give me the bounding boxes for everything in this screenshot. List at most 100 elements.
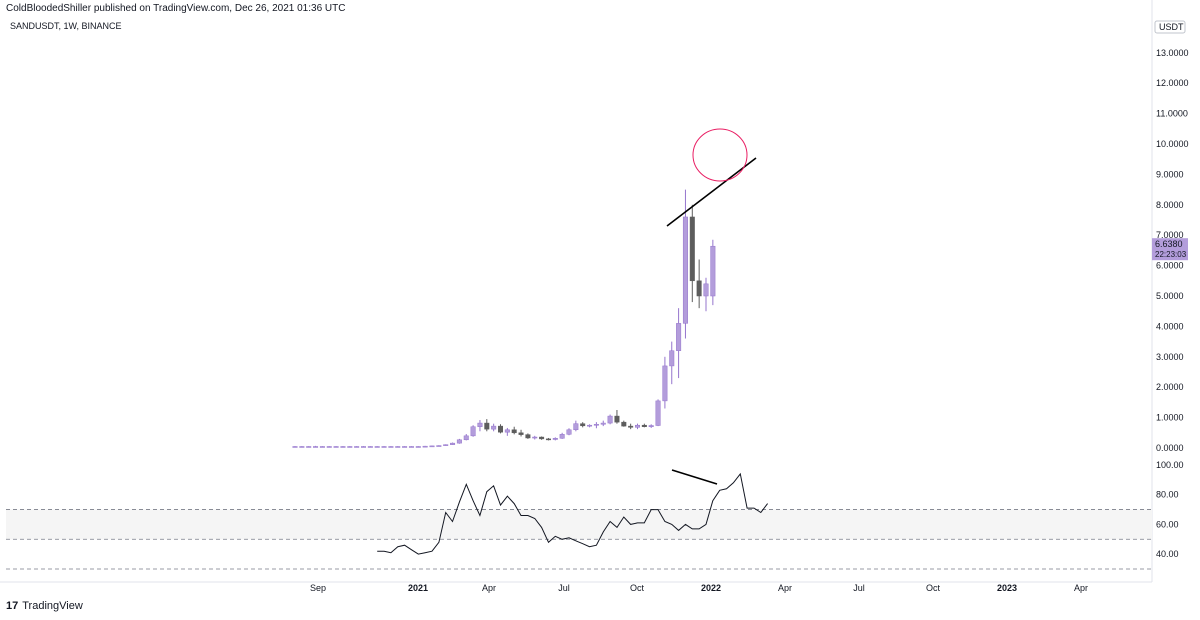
candle-body xyxy=(306,446,312,448)
candle-body xyxy=(559,434,565,439)
price-axis-tick-label: 2.0000 xyxy=(1156,382,1184,392)
candle-body xyxy=(463,435,469,441)
candle-body xyxy=(361,446,366,448)
price-axis-tick-label: 8.0000 xyxy=(1156,200,1184,210)
trendline-annotation xyxy=(666,157,757,227)
published-line: ColdBloodedShiller published on TradingV… xyxy=(6,3,346,14)
time-axis-tick-label: Oct xyxy=(630,583,645,593)
candle-body xyxy=(669,350,675,367)
candle-body xyxy=(395,446,401,448)
price-axis-tick-label: 5.0000 xyxy=(1156,291,1184,301)
candle-body xyxy=(511,429,517,434)
time-axis-tick-label: 2021 xyxy=(408,583,428,593)
rsi-axis-tick-label: 100.00 xyxy=(1156,460,1184,470)
candle-body xyxy=(614,415,620,423)
target-circle-annotation xyxy=(692,128,748,182)
price-axis-tick-label: 11.0000 xyxy=(1156,109,1188,119)
candle-body xyxy=(326,446,332,448)
candle-body xyxy=(415,446,421,448)
symbol-line: SANDUSDT, 1W, BINANCE xyxy=(10,21,122,31)
candle-body xyxy=(299,446,305,448)
price-axis-tick-label: 3.0000 xyxy=(1156,352,1184,362)
rsi-axis-tick-label: 60.00 xyxy=(1156,519,1179,529)
candle-body xyxy=(676,323,682,351)
time-axis-tick-label: Apr xyxy=(482,583,496,593)
candle-body xyxy=(292,446,298,448)
candle-body xyxy=(374,446,380,448)
candle-body xyxy=(628,425,634,428)
time-axis-tick-label: Sep xyxy=(310,583,326,593)
candle-body xyxy=(319,446,325,448)
candle-body xyxy=(429,445,435,448)
price-axis-tick-label: 12.0000 xyxy=(1156,78,1189,88)
footer: 17 TradingView xyxy=(6,600,83,612)
price-axis-tick-label: 10.0000 xyxy=(1156,139,1189,149)
time-axis-tick-label: Apr xyxy=(778,583,792,593)
candle-body xyxy=(347,446,353,448)
candle-body xyxy=(470,426,476,437)
candle-body xyxy=(696,280,702,297)
candle-body xyxy=(367,446,373,448)
time-axis-tick-label: Oct xyxy=(926,583,941,593)
rsi-divergence-line xyxy=(671,469,718,485)
rsi-line xyxy=(377,472,768,555)
candle-body xyxy=(710,245,716,297)
candle-body xyxy=(641,424,647,427)
candle-body xyxy=(573,423,579,431)
candle-body xyxy=(621,421,627,427)
candle-body xyxy=(443,444,449,446)
candle-body xyxy=(422,445,428,448)
time-axis-tick-label: 2022 xyxy=(701,583,721,593)
candle-body xyxy=(587,424,593,427)
price-axis-tick-label: 0.0000 xyxy=(1156,443,1184,453)
candle-body xyxy=(491,425,497,430)
candle-body xyxy=(539,436,545,440)
candle-body xyxy=(600,422,606,425)
candle-body xyxy=(340,446,346,448)
candle-body xyxy=(655,400,661,426)
candle-body xyxy=(689,216,695,282)
candle-body xyxy=(498,425,503,433)
candle-body xyxy=(662,365,668,402)
candle-body xyxy=(593,424,599,426)
candle-body xyxy=(525,434,531,439)
price-axis-tick-label: 9.0000 xyxy=(1156,169,1184,179)
tradingview-logo-icon[interactable]: 17 xyxy=(6,600,19,612)
time-axis-tick-label: Jul xyxy=(853,583,865,593)
candle-body xyxy=(518,432,524,435)
candle-body xyxy=(532,436,538,439)
candle-body xyxy=(580,423,586,427)
footer-brand[interactable]: TradingView xyxy=(22,600,83,612)
price-axis-tick-label: 6.0000 xyxy=(1156,261,1184,271)
candle-body xyxy=(402,446,408,448)
candle-body xyxy=(333,446,339,448)
unit-badge xyxy=(1154,20,1186,34)
candle-body xyxy=(703,283,709,297)
candle-body xyxy=(552,438,558,440)
candle-body xyxy=(504,429,510,433)
candle-body xyxy=(566,429,572,435)
candle-body xyxy=(450,442,456,445)
candle-body xyxy=(408,446,414,448)
price-axis-tick-label: 1.0000 xyxy=(1156,413,1184,423)
rsi-axis-tick-label: 80.00 xyxy=(1156,490,1179,500)
candle-body xyxy=(648,425,654,427)
price-axis-tick-label: 4.0000 xyxy=(1156,321,1184,331)
last-price-label: 6.6380 xyxy=(1155,239,1183,249)
candle-body xyxy=(607,415,613,424)
last-price-badge xyxy=(1152,238,1188,261)
candle-body xyxy=(545,438,551,441)
price-axis-tick-label: 13.0000 xyxy=(1156,48,1189,58)
candle-body xyxy=(388,446,394,448)
candle-body xyxy=(456,439,462,444)
time-axis-tick-label: 2023 xyxy=(997,583,1017,593)
unit-badge-label: USDT xyxy=(1159,22,1184,32)
time-axis-tick-label: Apr xyxy=(1074,583,1088,593)
candle-body xyxy=(436,445,442,447)
candle-body xyxy=(635,424,640,428)
candle-body xyxy=(682,216,688,324)
time-axis-tick-label: Jul xyxy=(558,583,570,593)
price-axis-tick-label: 7.0000 xyxy=(1156,230,1184,240)
